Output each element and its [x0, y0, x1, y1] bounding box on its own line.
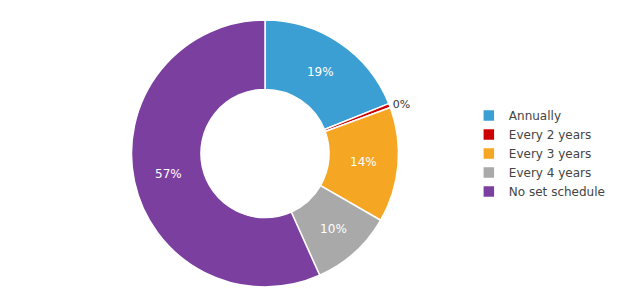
- svg-text:Every 4 years: Every 4 years: [509, 166, 591, 180]
- svg-text:57%: 57%: [155, 167, 182, 181]
- svg-text:Every 3 years: Every 3 years: [509, 147, 591, 161]
- svg-text:No set schedule: No set schedule: [509, 185, 605, 199]
- svg-text:14%: 14%: [350, 155, 377, 169]
- svg-text:Annually: Annually: [509, 109, 561, 123]
- svg-text:0%: 0%: [393, 98, 410, 111]
- svg-text:10%: 10%: [320, 222, 347, 236]
- svg-text:19%: 19%: [307, 65, 334, 79]
- svg-text:Every 2 years: Every 2 years: [509, 128, 591, 142]
